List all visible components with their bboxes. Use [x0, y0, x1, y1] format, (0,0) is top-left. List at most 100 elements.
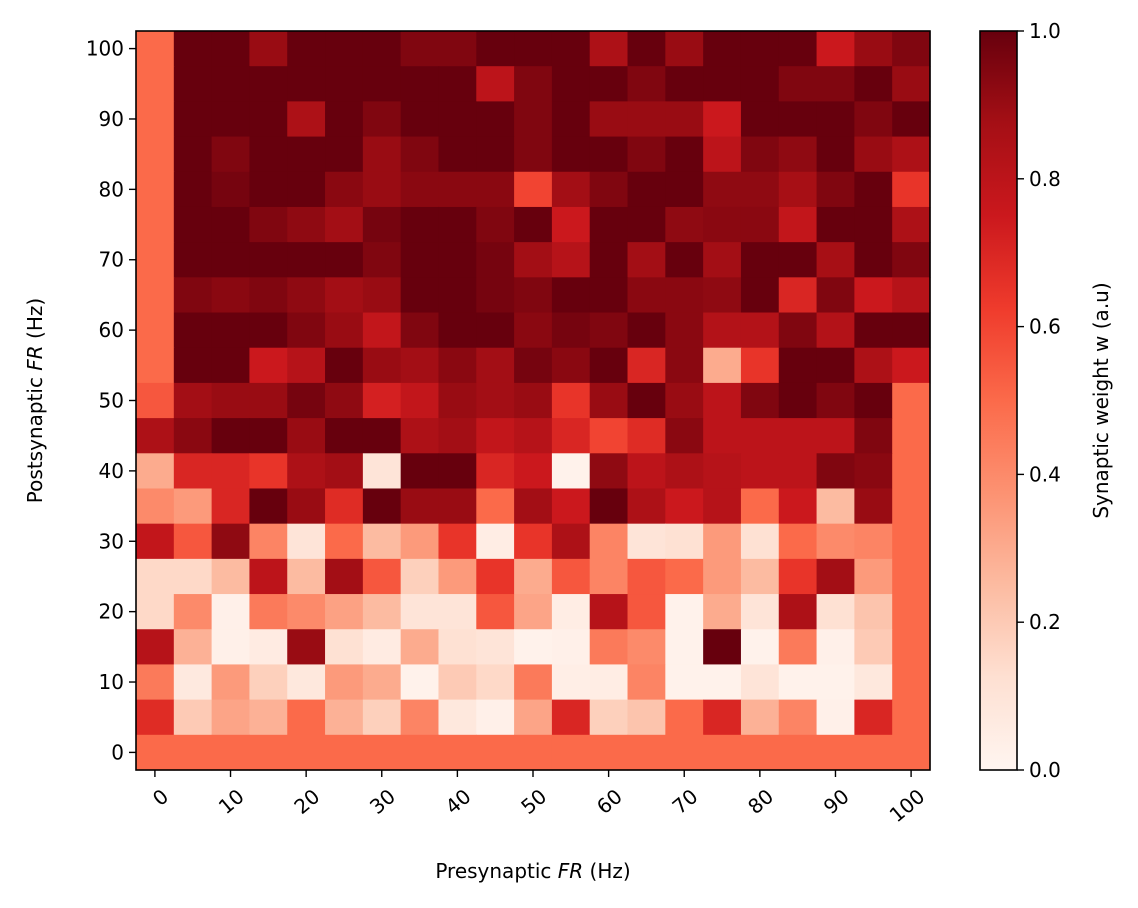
heatmap-cell	[892, 136, 931, 173]
heatmap-cell	[778, 66, 818, 102]
heatmap-cell	[703, 242, 742, 278]
heatmap-cell	[589, 488, 629, 525]
heatmap-cell	[173, 101, 213, 138]
heatmap-cell	[211, 629, 251, 666]
heatmap-cell	[249, 347, 288, 384]
heatmap-cell	[778, 101, 818, 138]
colorbar	[979, 30, 1018, 771]
heatmap-cell	[589, 629, 629, 666]
heatmap-cell	[173, 523, 213, 560]
heatmap-cell	[703, 382, 742, 419]
heatmap-cell	[854, 488, 893, 525]
heatmap-cell	[211, 206, 251, 243]
heatmap-cell	[627, 312, 666, 349]
heatmap-cell	[892, 31, 931, 67]
heatmap-cell	[627, 418, 666, 454]
heatmap-cell	[400, 277, 440, 314]
heatmap-cell	[514, 136, 553, 173]
heatmap-cell	[476, 242, 515, 278]
heatmap-cell	[703, 418, 742, 454]
heatmap-cell	[362, 242, 402, 278]
heatmap-cell	[551, 664, 591, 701]
heatmap-cell	[854, 277, 893, 314]
x-tick-label: 30	[365, 784, 400, 819]
heatmap-cell	[476, 382, 515, 419]
y-tick-label: 90	[99, 107, 124, 131]
heatmap-cell	[438, 31, 477, 67]
heatmap-cell	[665, 664, 704, 701]
heatmap-cell	[703, 734, 742, 771]
heatmap-cell	[627, 277, 666, 314]
y-tick-label: 0	[111, 740, 124, 764]
heatmap-cell	[173, 31, 213, 67]
heatmap-cell	[362, 664, 402, 701]
heatmap-cell	[514, 629, 553, 666]
heatmap-cell	[514, 101, 553, 138]
heatmap-cell	[665, 382, 704, 419]
heatmap-cell	[287, 277, 326, 314]
heatmap-cell	[703, 699, 742, 736]
heatmap-cell	[703, 277, 742, 314]
heatmap-cell	[400, 699, 440, 736]
heatmap-cell	[476, 347, 515, 384]
heatmap-cell	[476, 523, 515, 560]
heatmap-cell	[325, 312, 364, 349]
heatmap-cell	[476, 488, 515, 525]
heatmap-cell	[476, 206, 515, 243]
y-tick-label: 20	[99, 600, 124, 624]
heatmap-cell	[211, 277, 251, 314]
heatmap-cell	[400, 629, 440, 666]
heatmap-cell	[438, 312, 477, 349]
heatmap-cell	[740, 347, 780, 384]
heatmap-cell	[211, 101, 251, 138]
heatmap-cell	[627, 664, 666, 701]
colorbar-tick-label: 0.8	[1029, 167, 1061, 191]
heatmap-cell	[173, 699, 213, 736]
heatmap-cell	[703, 171, 742, 208]
heatmap-cell	[211, 418, 251, 454]
heatmap-cell	[740, 101, 780, 138]
heatmap-cell	[627, 206, 666, 243]
heatmap-cell	[136, 664, 175, 701]
x-tick-label: 40	[441, 784, 476, 819]
heatmap-cell	[249, 664, 288, 701]
heatmap-cell	[854, 382, 893, 419]
heatmap-cell	[778, 594, 818, 630]
heatmap-cell	[438, 136, 477, 173]
heatmap-cell	[551, 488, 591, 525]
heatmap-cell	[173, 277, 213, 314]
heatmap-cell	[438, 418, 477, 454]
heatmap-cell	[551, 594, 591, 630]
heatmap-cell	[362, 453, 402, 490]
heatmap-cell	[778, 418, 818, 454]
heatmap-cell	[362, 523, 402, 560]
heatmap-cell	[476, 453, 515, 490]
heatmap-cell	[211, 312, 251, 349]
heatmap-cell	[325, 664, 364, 701]
heatmap-cell	[136, 734, 175, 771]
heatmap-cell	[589, 699, 629, 736]
heatmap-cell	[703, 594, 742, 630]
heatmap-cell	[740, 734, 780, 771]
heatmap-cell	[703, 629, 742, 666]
heatmap-cell	[173, 66, 213, 102]
heatmap-cell	[362, 31, 402, 67]
heatmap-cell	[400, 558, 440, 595]
colorbar-tick-label: 0.4	[1029, 462, 1061, 486]
heatmap-cell	[627, 594, 666, 630]
x-tick-label: 70	[668, 784, 703, 819]
heatmap-cell	[438, 488, 477, 525]
heatmap-cell	[892, 277, 931, 314]
heatmap-cell	[589, 206, 629, 243]
heatmap-cell	[136, 523, 175, 560]
heatmap-cell	[551, 347, 591, 384]
heatmap-cell	[740, 594, 780, 630]
heatmap-cell	[892, 206, 931, 243]
heatmap-cell	[892, 242, 931, 278]
heatmap-cell	[211, 171, 251, 208]
heatmap-cell	[740, 629, 780, 666]
heatmap-cell	[438, 277, 477, 314]
heatmap-cell	[740, 418, 780, 454]
heatmap-cell	[249, 31, 288, 67]
heatmap-cell	[362, 136, 402, 173]
